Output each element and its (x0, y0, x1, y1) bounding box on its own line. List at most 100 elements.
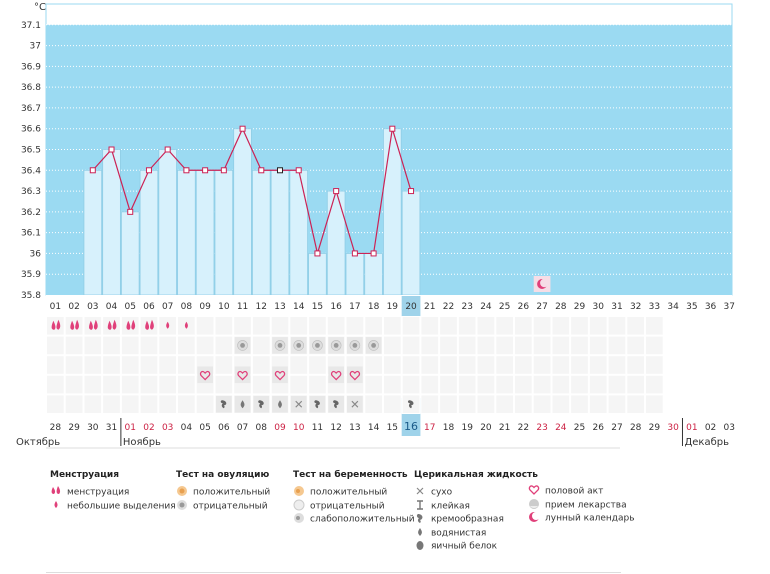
row-cell (626, 394, 646, 414)
row-cell (457, 374, 477, 395)
cycle-day-label: 01 (50, 302, 61, 312)
temperature-bar (177, 169, 196, 296)
y-tick-label: 36.2 (21, 208, 41, 218)
month-label: Октябрь (16, 437, 60, 448)
row-cell (514, 394, 533, 414)
temperature-bar (139, 169, 159, 296)
intercourse-heart-icon (347, 366, 363, 384)
y-tick-label: 36.1 (21, 229, 41, 239)
legend-pregnancy-positive: положительный (310, 487, 388, 498)
legend-cervical-title: Церикальная жидкость (414, 470, 538, 480)
cycle-day-label: 11 (237, 302, 248, 312)
pregnancy-weak-icon (293, 512, 305, 526)
row-cell (102, 374, 121, 395)
menstruation-icon (89, 319, 98, 330)
row-cell (158, 374, 178, 395)
row-cell (682, 335, 702, 356)
row-cell (251, 355, 271, 375)
row-cell (682, 394, 702, 414)
temperature-point (333, 188, 340, 195)
menstruation-icon (126, 319, 136, 330)
watery-icon (272, 395, 288, 413)
row-cell (120, 355, 140, 375)
cycle-day-label: 22 (443, 302, 454, 312)
row-cell (570, 355, 589, 375)
row-cell (514, 374, 533, 395)
temperature-bar (289, 169, 308, 296)
row-cell (570, 316, 589, 336)
temperature-bar (252, 169, 271, 296)
watery-icon (414, 526, 426, 540)
row-cell (682, 374, 702, 395)
row-cell (588, 335, 608, 356)
row-cell (83, 355, 103, 375)
row-cell (476, 374, 496, 395)
row-cell (701, 394, 720, 414)
y-tick-label: 36.4 (21, 166, 41, 176)
row-cell (214, 355, 234, 375)
legend-other: половой акт прием лекарства лунный кален… (528, 484, 635, 525)
y-tick-label: 37 (30, 42, 41, 52)
cycle-day-label: 18 (368, 302, 380, 312)
date-label: 15 (387, 423, 398, 433)
lunar-marker-icon (533, 276, 551, 292)
axis-labels: 35.8 35.9 36 36.1 36.2 36.3 36.4 36.5 36.6 36.7 36… (16, 2, 735, 449)
row-cell (251, 335, 271, 356)
current-day-highlight (401, 296, 421, 316)
row-cell (457, 394, 477, 414)
cycle-day-label: 37 (724, 302, 735, 312)
date-label: 24 (555, 423, 567, 433)
watery-icon (234, 395, 251, 413)
row-cell (364, 374, 383, 395)
row-cell (345, 316, 365, 336)
date-label: 20 (480, 423, 492, 433)
date-label: 19 (461, 423, 473, 433)
row-cell (308, 374, 327, 395)
row-cell (457, 355, 477, 375)
row-cell (195, 316, 215, 336)
row-cell (570, 374, 589, 395)
row-cell (663, 394, 683, 414)
date-label: 29 (649, 423, 661, 433)
row-cell (645, 316, 664, 336)
row-cell (102, 355, 121, 375)
row-cell (382, 374, 402, 395)
intercourse-heart-icon (197, 366, 213, 384)
ovulation-negative-icon (309, 337, 326, 354)
legend-cervical: Церикальная жидкость сухо клейкая кремоо… (414, 470, 538, 553)
temperature-point (127, 208, 134, 215)
row-cell (719, 355, 739, 375)
temperature-bar (401, 190, 421, 296)
legend-ovulation: Тест на овуляцию положительный отрицател… (176, 470, 270, 512)
temperature-point (164, 146, 171, 153)
temperature-bar (308, 253, 327, 296)
egg-white-icon (414, 539, 426, 553)
legend-sticky: клейкая (431, 501, 470, 511)
row-cell (364, 394, 383, 414)
y-tick-label: 37.1 (21, 21, 41, 31)
temperature-bar (345, 253, 365, 296)
cycle-day-label: 02 (68, 302, 79, 312)
row-cell (551, 374, 571, 395)
date-label: 25 (574, 423, 585, 433)
row-cell (532, 374, 552, 395)
row-cell (682, 316, 702, 336)
temperature-point (351, 250, 358, 257)
temperature-point (220, 167, 227, 174)
row-cell (701, 374, 720, 395)
ovulation-negative-icon (347, 337, 363, 354)
row-cell (607, 335, 627, 356)
row-cell (83, 335, 103, 356)
ovulation-negative-icon (365, 337, 382, 354)
row-cell (570, 394, 589, 414)
row-cell (401, 355, 421, 375)
temperature-bar (158, 149, 177, 296)
row-cell (420, 394, 440, 414)
intercourse-heart-icon (528, 484, 540, 498)
light-discharge-icon (184, 321, 188, 329)
legend-pregnancy: Тест на беременность положительный отриц… (293, 470, 415, 526)
creamy-icon (309, 395, 326, 413)
y-tick-label: 36.7 (21, 104, 41, 114)
date-label: 09 (274, 423, 286, 433)
ovulation-negative-icon (272, 337, 288, 354)
